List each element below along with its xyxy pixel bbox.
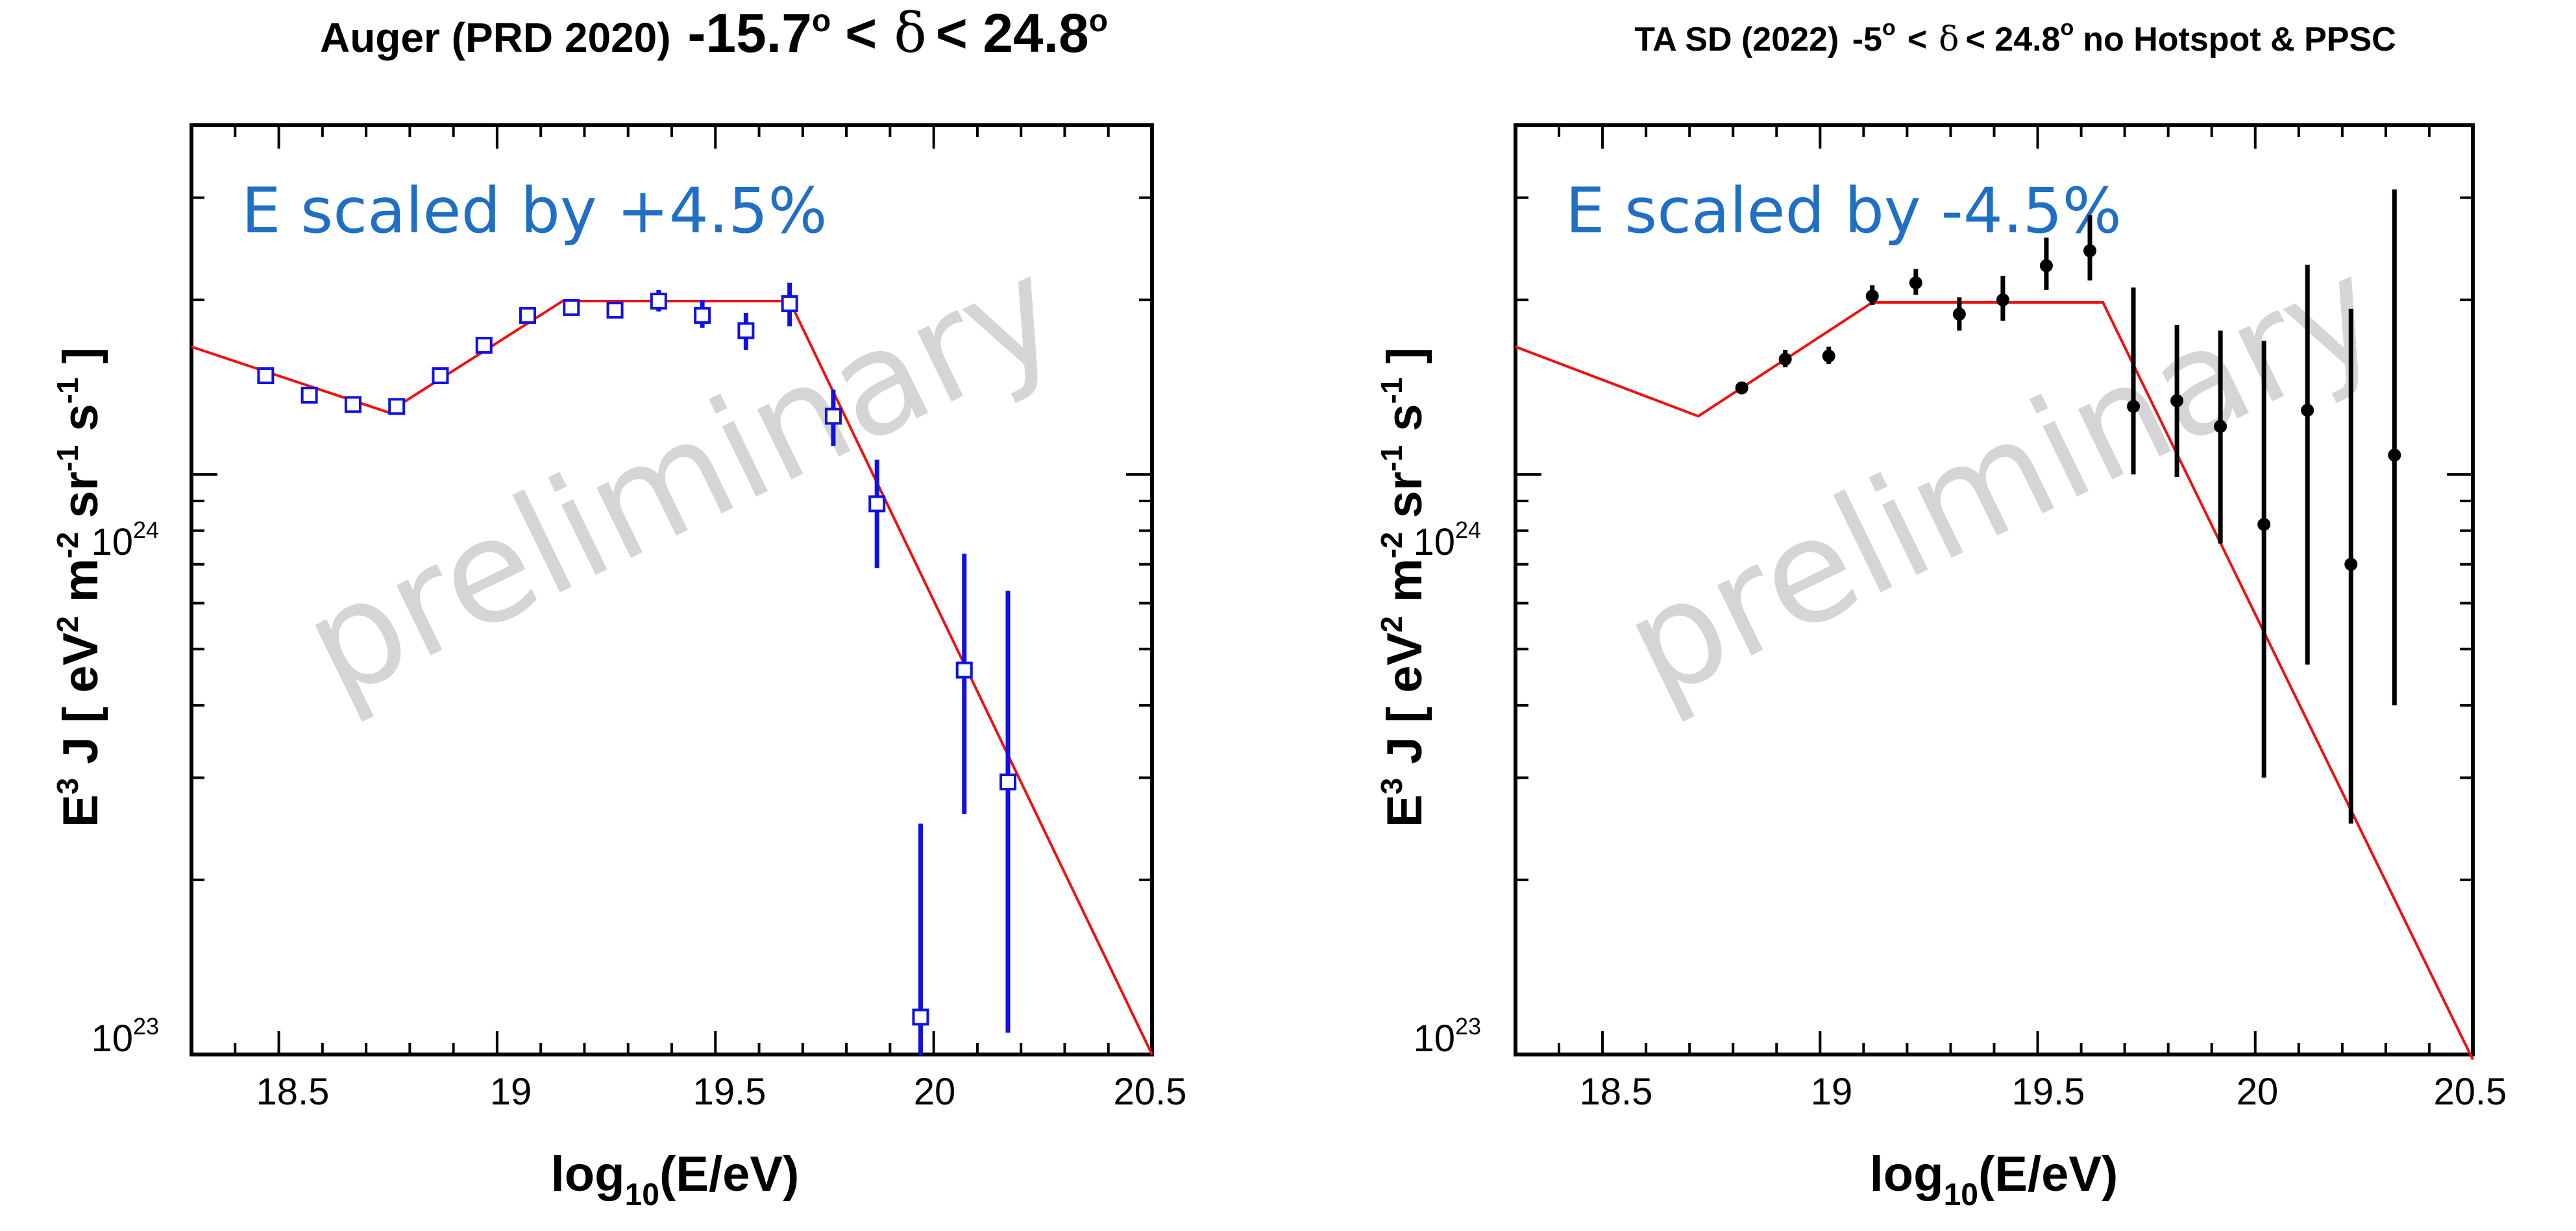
data-point — [2170, 394, 2184, 408]
x-tick-label: 19.5 — [2012, 1071, 2085, 1113]
x-tick-labels: 18.5 19 19.5 20 20.5 — [256, 1071, 1187, 1113]
y-tick-label-1e24: 1024 — [1413, 517, 1481, 563]
data-point — [2083, 244, 2096, 258]
data-point — [694, 307, 711, 324]
data-point — [432, 367, 449, 384]
data-series — [1515, 189, 2474, 1060]
data-point — [1865, 289, 1879, 303]
x-tick-label: 20.5 — [2434, 1071, 2507, 1113]
data-point — [955, 661, 973, 679]
chart-title: TA SD (2022) -5o < δ < 24.8o no Hotspot & PP… — [1634, 16, 2396, 59]
x-tick-label: 20.5 — [1114, 1071, 1187, 1113]
x-tick-label: 19.5 — [693, 1071, 767, 1113]
x-tick-label: 18.5 — [1580, 1071, 1653, 1113]
data-point — [650, 293, 667, 310]
y-tick-label-1e23: 1023 — [91, 1013, 159, 1060]
data-point — [1822, 349, 1835, 363]
chart-title: Auger (PRD 2020) -15.7o < δ < 24.8o — [320, 1, 1108, 65]
x-axis-label: log10(E/eV) — [1870, 1147, 2118, 1212]
data-point — [475, 337, 493, 354]
data-point — [2039, 259, 2053, 273]
data-point — [1952, 308, 1966, 321]
x-tick-label: 20 — [914, 1071, 956, 1113]
data-point — [301, 386, 318, 404]
data-point — [2127, 400, 2141, 413]
data-point — [1909, 276, 1922, 289]
x-ticks — [1514, 125, 2474, 1054]
data-point — [563, 299, 580, 316]
data-point — [2301, 404, 2314, 417]
data-point — [868, 495, 886, 513]
data-point — [737, 322, 755, 339]
data-point — [2257, 518, 2271, 531]
y-tick-label-1e24: 1024 — [91, 517, 159, 563]
scale-annotation: E scaled by -4.5% — [1565, 175, 2122, 247]
y-tick-label-1e23: 1023 — [1413, 1013, 1481, 1060]
data-point — [781, 295, 798, 312]
data-point — [606, 301, 624, 319]
y-ticks — [1515, 124, 2473, 1056]
y-axis-label: E3 J [ eV2 m-2 sr-1 s-1 ] — [51, 347, 108, 827]
x-tick-label: 20 — [2237, 1071, 2279, 1113]
x-tick-labels: 18.5 19 19.5 20 20.5 — [1580, 1071, 2507, 1113]
data-point — [2344, 557, 2358, 571]
data-point — [1778, 352, 1792, 366]
y-ticks — [191, 124, 1152, 1056]
data-series — [191, 282, 1153, 1055]
data-point — [257, 367, 275, 384]
x-tick-label: 18.5 — [256, 1071, 330, 1113]
data-point — [519, 307, 536, 324]
scale-annotation: E scaled by +4.5% — [241, 175, 828, 247]
data-point — [912, 1008, 929, 1026]
data-point — [2214, 420, 2227, 433]
data-point — [1996, 293, 2009, 307]
y-axis-label: E3 J [ eV2 m-2 sr-1 s-1 ] — [1375, 347, 1432, 827]
panel-auger: Auger (PRD 2020) -15.7o < δ < 24.8o E scale… — [51, 1, 1186, 1212]
x-tick-label: 19 — [1811, 1071, 1853, 1113]
x-ticks — [190, 125, 1153, 1054]
data-point — [344, 396, 362, 413]
x-tick-label: 19 — [490, 1071, 532, 1113]
data-point — [1000, 774, 1016, 791]
data-point — [388, 398, 406, 415]
data-point — [1735, 381, 1748, 395]
x-axis-label: log10(E/eV) — [551, 1147, 800, 1212]
data-point — [824, 408, 842, 425]
fit-line — [191, 300, 1153, 1055]
data-point — [2388, 448, 2401, 462]
panel-ta-sd: TA SD (2022) -5o < δ < 24.8o no Hotspot & PP… — [1375, 16, 2507, 1212]
